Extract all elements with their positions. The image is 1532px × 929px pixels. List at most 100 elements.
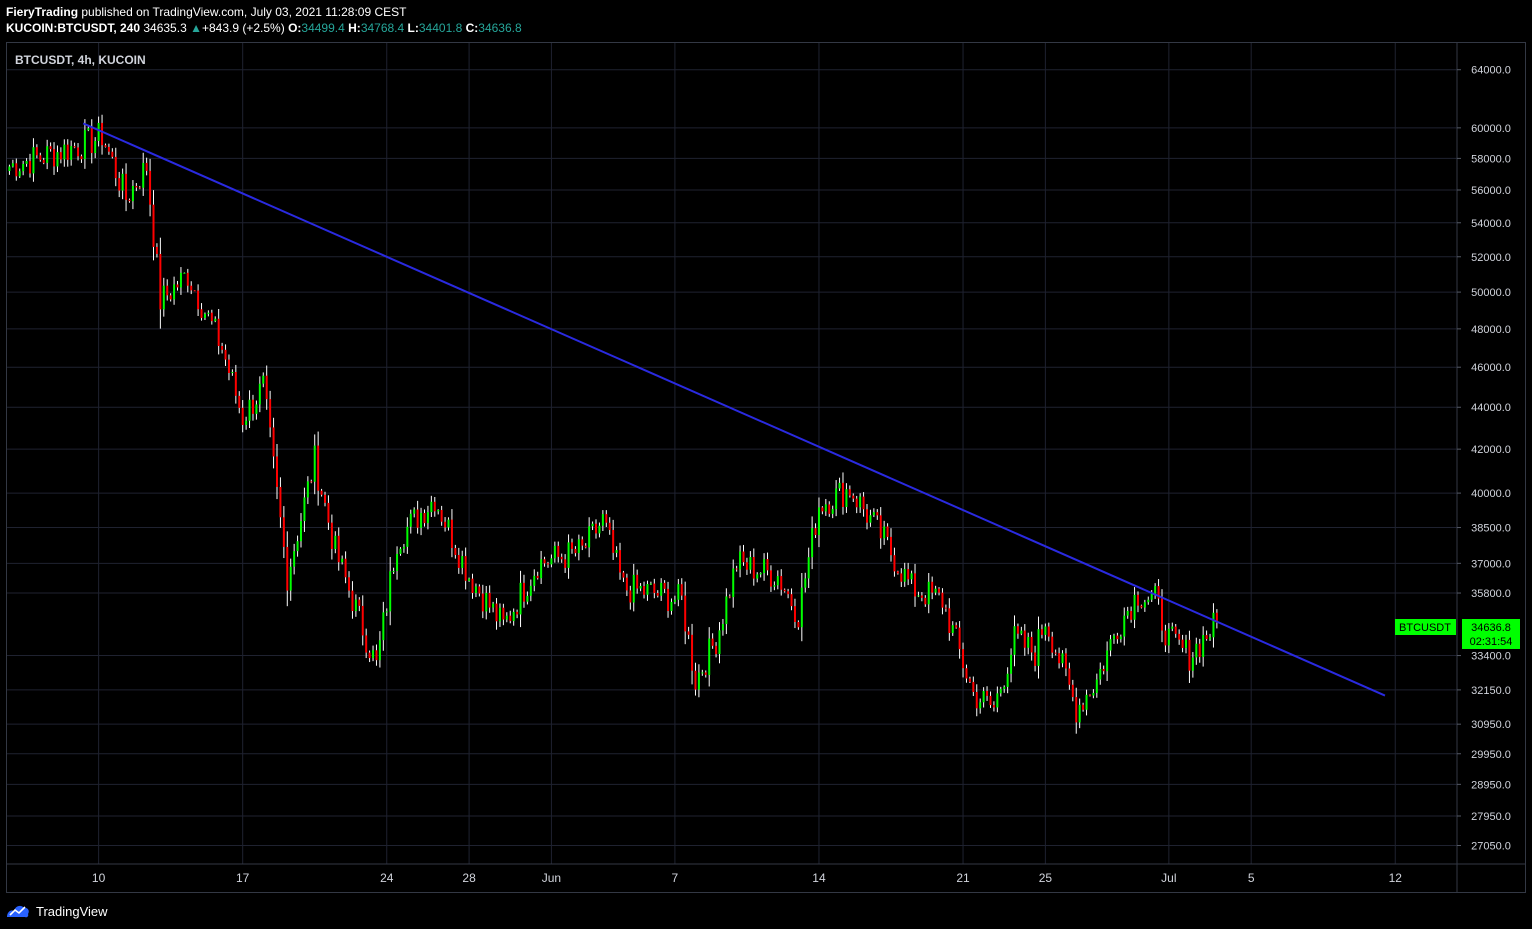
candle-down <box>265 375 268 400</box>
change-arrow-icon: ▲ <box>190 21 202 35</box>
candle-down <box>629 590 632 603</box>
candle-up <box>725 596 728 625</box>
candle-up <box>773 585 776 587</box>
candle-down <box>279 486 282 518</box>
candle-down <box>876 512 879 516</box>
candle-down <box>337 535 340 563</box>
candle-down <box>1102 668 1105 672</box>
candle-up <box>512 611 515 622</box>
candle-down <box>793 606 796 622</box>
candle-down <box>1071 684 1074 698</box>
time-tick-label: 28 <box>462 871 476 885</box>
candle-up <box>392 570 395 572</box>
candle-up <box>505 615 508 620</box>
candle-down <box>317 445 320 491</box>
time-tick-label: Jun <box>542 871 561 885</box>
time-tick-label: 14 <box>812 871 826 885</box>
candle-up <box>1061 653 1064 664</box>
candle-down <box>1075 697 1078 723</box>
candle-down <box>920 595 923 598</box>
candle-up <box>354 599 357 612</box>
candle-down <box>1174 626 1177 634</box>
candle-down <box>320 490 323 495</box>
chart-frame[interactable]: 64000.0 60000.0 58000.0 56000.0 54000.0 52000… <box>6 42 1526 893</box>
candle-up <box>11 163 14 167</box>
price-tick-label: 28950.0 <box>1471 779 1511 791</box>
candle-down <box>361 605 364 636</box>
candle-down <box>636 574 639 589</box>
candle-up <box>303 497 306 522</box>
candle-up <box>934 588 937 593</box>
author-name[interactable]: FieryTrading <box>6 5 79 19</box>
candle-down <box>715 645 718 655</box>
candle-up <box>1212 612 1215 638</box>
candle-down <box>890 536 893 556</box>
candle-down <box>821 507 824 512</box>
candle-up <box>293 551 296 567</box>
candle-down <box>77 147 80 157</box>
candle-down <box>955 625 958 628</box>
price-tick-label: 50000.0 <box>1471 287 1511 299</box>
candle-down <box>865 509 868 523</box>
time-axis[interactable]: 10 17 24 28 Jun 7 14 21 25 Jul 5 12 <box>92 871 1402 885</box>
candle-up <box>649 583 652 585</box>
candle-down <box>1215 612 1218 623</box>
candle-up <box>1013 626 1016 655</box>
brand-name[interactable]: TradingView <box>36 903 108 919</box>
candle-down <box>653 583 656 593</box>
candle-down <box>522 582 525 602</box>
candle-down <box>145 162 148 171</box>
price-axis[interactable]: 64000.0 60000.0 58000.0 56000.0 54000.0 52000… <box>1457 65 1511 853</box>
candle-up <box>732 568 735 598</box>
candle-up <box>334 535 337 549</box>
candle-down <box>769 570 772 587</box>
candle-down <box>351 590 354 612</box>
candle-down <box>416 509 419 528</box>
time-tick-label: Jul <box>1161 871 1176 885</box>
candle-down <box>197 290 200 310</box>
candle-up <box>8 166 11 172</box>
candle-down <box>90 128 93 154</box>
candle-up <box>817 507 820 536</box>
last-price-badge: BTCUSDT 34636.8 02:31:54 <box>1395 619 1520 649</box>
candle-up <box>231 372 234 374</box>
candle-up <box>121 173 124 191</box>
candle-down <box>622 572 625 578</box>
candle-up <box>396 553 399 571</box>
candle-down <box>752 557 755 579</box>
candle-down <box>1164 630 1167 646</box>
candle-down <box>546 563 549 565</box>
candles-layer <box>8 114 1218 734</box>
candle-down <box>478 586 481 594</box>
candle-down <box>780 576 783 590</box>
price-chart[interactable]: 64000.0 60000.0 58000.0 56000.0 54000.0 52000… <box>6 42 1526 893</box>
candle-down <box>1051 636 1054 653</box>
candle-down <box>581 539 584 546</box>
price-tick-label: 44000.0 <box>1471 402 1511 414</box>
time-tick-label: 5 <box>1248 871 1255 885</box>
candle-down <box>612 529 615 553</box>
candle-down <box>440 509 443 522</box>
candle-down <box>1023 630 1026 648</box>
candle-down <box>619 550 622 573</box>
candle-up <box>18 171 21 177</box>
candle-down <box>169 295 172 300</box>
candle-up <box>492 603 495 608</box>
tradingview-logo-icon[interactable] <box>6 903 30 919</box>
candle-up <box>567 542 570 568</box>
candle-down <box>694 670 697 690</box>
candle-down <box>1198 643 1201 658</box>
candle-down <box>1136 594 1139 606</box>
candle-up <box>409 513 412 527</box>
candle-up <box>1185 639 1188 648</box>
candle-down <box>1088 694 1091 696</box>
candle-up <box>63 144 66 160</box>
candle-down <box>464 556 467 581</box>
candle-down <box>663 582 666 589</box>
trendline[interactable] <box>82 122 1386 697</box>
candle-down <box>1157 586 1160 599</box>
candle-down <box>704 672 707 675</box>
candle-down <box>444 521 447 528</box>
candle-down <box>574 548 577 554</box>
candle-up <box>313 445 316 482</box>
